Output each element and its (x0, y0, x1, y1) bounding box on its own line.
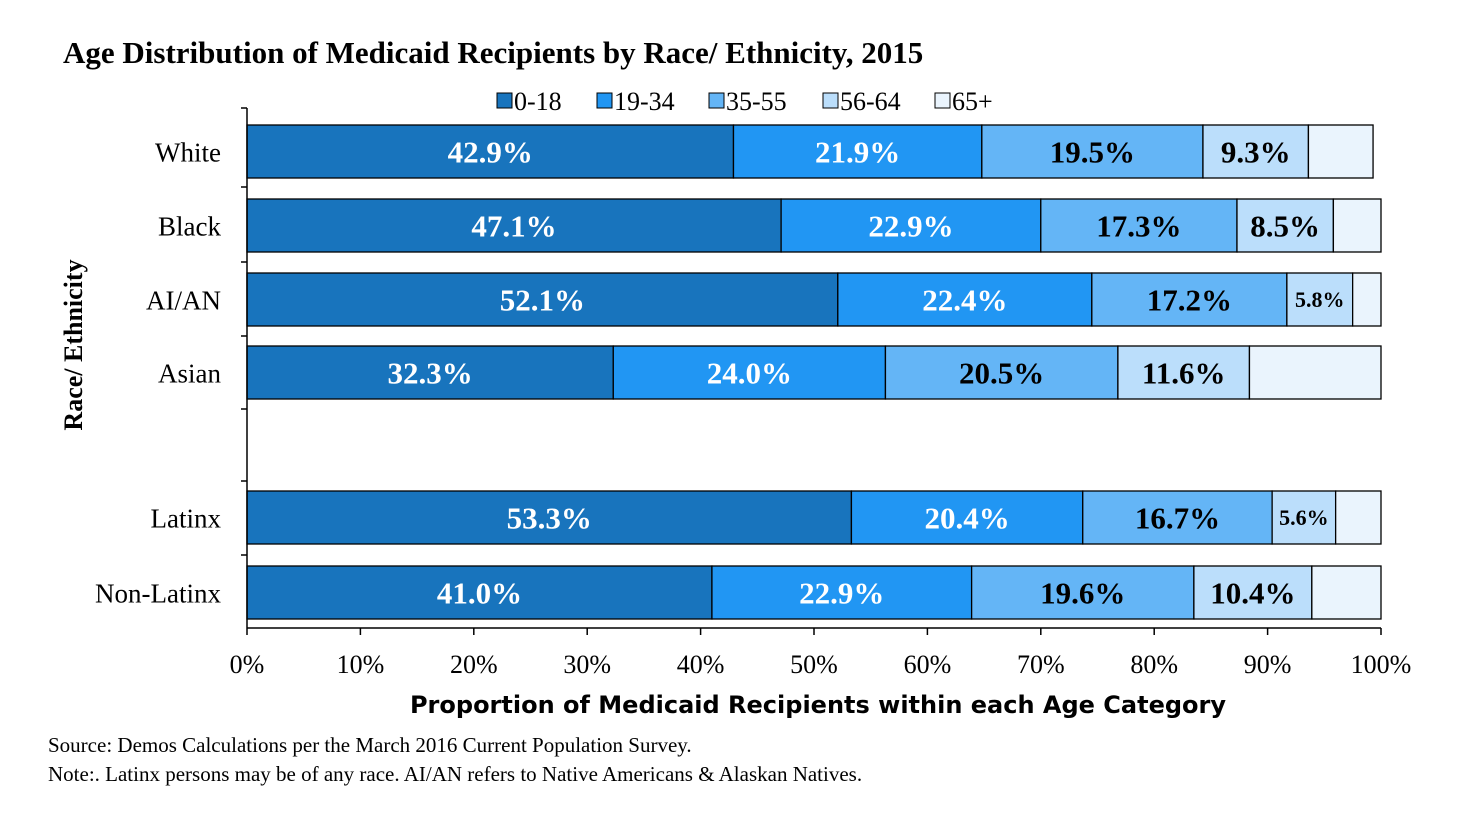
data-label-asian-0-18: 32.3% (388, 355, 473, 390)
x-tick-label: 30% (563, 650, 611, 679)
bar-asian-65 (1248, 345, 1382, 400)
data-label-non-latinx-56-64: 10.4% (1210, 575, 1295, 610)
bar-black-19-34 (780, 198, 1042, 253)
x-tick-label: 0% (230, 650, 265, 679)
plot-area: 42.9% 21.9% 19.5% 9.3% White 47.1% 22.9% 17.3% 8… (95, 124, 1382, 620)
bar-latinx-35-55 (1082, 490, 1273, 545)
bar-latinx-19-34 (850, 490, 1084, 545)
bar-asian-56-64 (1117, 345, 1251, 400)
bar-white-35-55 (981, 124, 1204, 179)
bar-ai-an-65 (1352, 272, 1382, 327)
category-label-white: White (155, 138, 221, 168)
legend-label-56-64: 56-64 (840, 87, 901, 116)
bar-asian-19-34 (612, 345, 887, 400)
axes: 0% 10% 20% 30% 40% 50% 60% 70% 80% 90% 100% (230, 107, 1412, 679)
data-label-asian-35-55: 20.5% (959, 355, 1044, 390)
data-label-asian-56-64: 11.6% (1142, 355, 1226, 390)
legend-label-0-18: 0-18 (514, 87, 562, 116)
data-label-ai-an-35-55: 17.2% (1147, 282, 1232, 317)
bar-ai-an-19-34 (837, 272, 1093, 327)
data-label-black-56-64: 8.5% (1250, 208, 1320, 243)
data-label-black-19-34: 22.9% (868, 208, 953, 243)
bar-black-56-64 (1236, 198, 1335, 253)
x-tick-label: 40% (677, 650, 725, 679)
data-label-ai-an-19-34: 22.4% (922, 282, 1007, 317)
bar-non-latinx-65 (1311, 565, 1382, 620)
category-label-black: Black (158, 212, 221, 242)
x-tick-label: 90% (1244, 650, 1292, 679)
legend-label-35-55: 35-55 (726, 87, 787, 116)
legend-swatch-19-34 (596, 92, 613, 109)
source-note: Source: Demos Calculations per the March… (48, 733, 692, 757)
chart-title: Age Distribution of Medicaid Recipients … (63, 35, 923, 70)
data-label-latinx-0-18: 53.3% (507, 500, 592, 535)
data-label-latinx-56-64: 5.6% (1279, 505, 1329, 530)
bar-white-65 (1307, 124, 1374, 179)
bar-white-0-18 (246, 124, 735, 179)
data-label-ai-an-56-64: 5.8% (1295, 287, 1345, 312)
x-tick-label: 20% (450, 650, 498, 679)
bar-white-19-34 (732, 124, 983, 179)
category-label-non-latinx: Non-Latinx (95, 579, 221, 609)
data-label-non-latinx-35-55: 19.6% (1040, 575, 1125, 610)
footnote: Note:. Latinx persons may be of any race… (48, 762, 863, 786)
bar-latinx-65 (1334, 490, 1382, 545)
x-tick-label: 80% (1130, 650, 1178, 679)
category-label-ai-an: AI/AN (146, 286, 221, 316)
category-label-asian: Asian (158, 359, 221, 389)
data-label-non-latinx-19-34: 22.9% (799, 575, 884, 610)
legend: 0-18 19-34 35-55 56-64 65+ (496, 87, 993, 116)
data-label-latinx-19-34: 20.4% (924, 500, 1009, 535)
bar-non-latinx-0-18 (246, 565, 713, 620)
bar-black-65 (1332, 198, 1382, 253)
bar-ai-an-56-64 (1286, 272, 1354, 327)
x-tick-label: 50% (790, 650, 838, 679)
data-label-asian-19-34: 24.0% (707, 355, 792, 390)
data-label-white-0-18: 42.9% (448, 134, 533, 169)
bar-black-0-18 (246, 198, 782, 253)
data-label-ai-an-0-18: 52.1% (500, 282, 585, 317)
legend-swatch-35-55 (708, 92, 725, 109)
legend-swatch-0-18 (496, 92, 513, 109)
data-label-white-35-55: 19.5% (1050, 134, 1135, 169)
x-tick-label: 60% (904, 650, 952, 679)
data-label-latinx-35-55: 16.7% (1135, 500, 1220, 535)
bar-black-35-55 (1040, 198, 1238, 253)
bar-latinx-56-64 (1271, 490, 1337, 545)
x-tick-label: 10% (337, 650, 385, 679)
legend-label-65: 65+ (952, 87, 993, 116)
y-axis-label: Race/ Ethnicity (59, 259, 88, 430)
data-label-black-0-18: 47.1% (471, 208, 556, 243)
data-label-non-latinx-0-18: 41.0% (437, 575, 522, 610)
data-label-white-19-34: 21.9% (815, 134, 900, 169)
category-label-latinx: Latinx (151, 504, 222, 534)
x-tick-label: 100% (1351, 650, 1412, 679)
data-label-white-56-64: 9.3% (1221, 134, 1291, 169)
x-axis-label: Proportion of Medicaid Recipients within… (410, 691, 1226, 719)
legend-swatch-56-64 (822, 92, 839, 109)
legend-swatch-65 (934, 92, 951, 109)
bar-non-latinx-35-55 (970, 565, 1195, 620)
bar-asian-0-18 (246, 345, 614, 400)
bar-non-latinx-19-34 (711, 565, 973, 620)
data-label-black-35-55: 17.3% (1096, 208, 1181, 243)
x-tick-label: 70% (1017, 650, 1065, 679)
legend-label-19-34: 19-34 (614, 87, 675, 116)
